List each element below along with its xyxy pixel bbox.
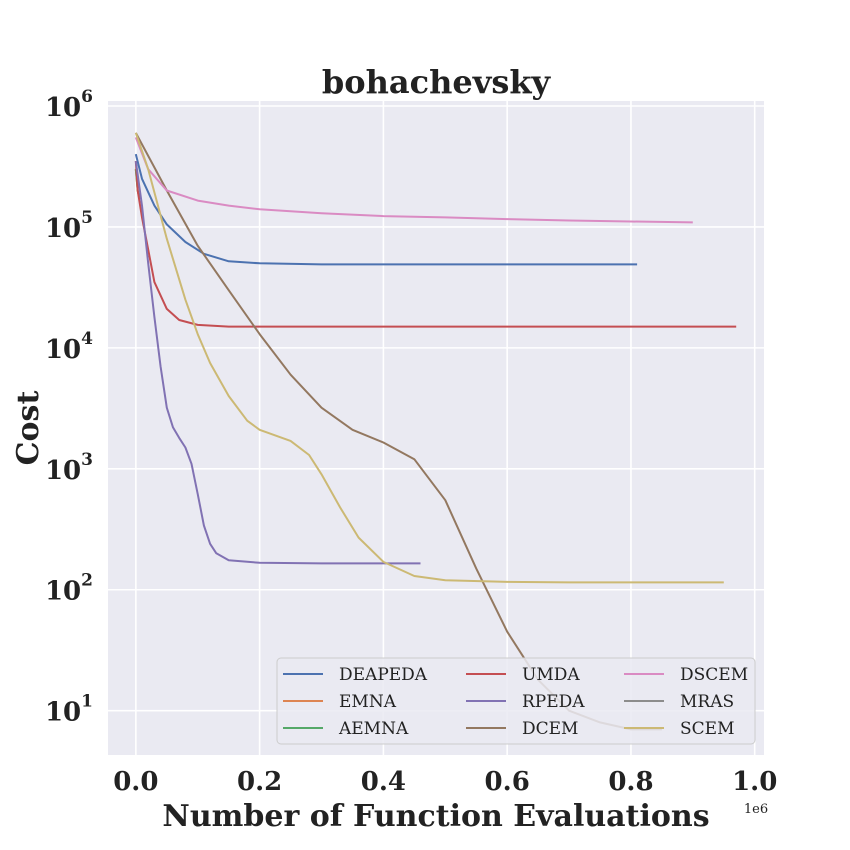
legend-label: DCEM xyxy=(522,719,578,739)
legend-item-emna: EMNA xyxy=(283,692,397,712)
legend-item-umda: UMDA xyxy=(466,665,580,685)
tick-labels: 0.0 0.2 0.4 0.6 0.8 1.0 101 102 103 104 105 106 xyxy=(45,87,777,797)
legend-label: UMDA xyxy=(522,665,580,685)
legend-label: SCEM xyxy=(680,719,734,739)
x-axis-label: Number of Function Evaluations xyxy=(162,799,709,834)
legend-label: EMNA xyxy=(339,692,397,712)
y-axis-label: Cost xyxy=(11,391,46,466)
legend-item-deapeda: DEAPEDA xyxy=(283,665,428,685)
plot-area xyxy=(108,101,764,755)
y-tick-label: 106 xyxy=(45,87,93,123)
legend-label: DEAPEDA xyxy=(339,665,428,685)
x-tick-label: 1.0 xyxy=(732,767,777,797)
legend-item-rpeda: RPEDA xyxy=(466,692,585,712)
series-layer xyxy=(134,132,737,731)
legend-label: AEMNA xyxy=(338,719,409,739)
y-tick-label: 105 xyxy=(45,208,93,244)
legend-label: MRAS xyxy=(680,692,734,712)
legend: DEAPEDA EMNA AEMNA UMDA RPEDA DCEM DSCEM MRAS SC… xyxy=(276,657,756,745)
series-line-umda xyxy=(134,161,737,328)
grid xyxy=(108,101,764,755)
legend-label: DSCEM xyxy=(680,665,748,685)
legend-item-dcem: DCEM xyxy=(466,719,578,739)
x-tick-label: 0.4 xyxy=(361,767,406,797)
x-axis-offset-label: 1e6 xyxy=(744,802,768,817)
legend-item-aemna: AEMNA xyxy=(283,719,409,739)
x-tick-label: 0.2 xyxy=(237,767,282,797)
legend-label: RPEDA xyxy=(522,692,585,712)
y-tick-label: 104 xyxy=(45,329,93,365)
series-line-rpeda xyxy=(134,160,421,565)
x-tick-label: 0.8 xyxy=(608,767,653,797)
legend-item-mras: MRAS xyxy=(624,692,734,712)
x-tick-label: 0.6 xyxy=(485,767,530,797)
chart-title: bohachevsky xyxy=(322,63,552,101)
y-tick-label: 102 xyxy=(45,571,93,607)
y-tick-label: 101 xyxy=(45,692,93,728)
series-line-scem xyxy=(134,132,724,584)
legend-frame xyxy=(276,657,756,745)
legend-item-scem: SCEM xyxy=(624,719,734,739)
y-tick-label: 103 xyxy=(45,450,93,486)
legend-item-dscem: DSCEM xyxy=(624,665,748,685)
x-tick-label: 0.0 xyxy=(113,767,158,797)
series-line-dscem xyxy=(134,137,693,224)
